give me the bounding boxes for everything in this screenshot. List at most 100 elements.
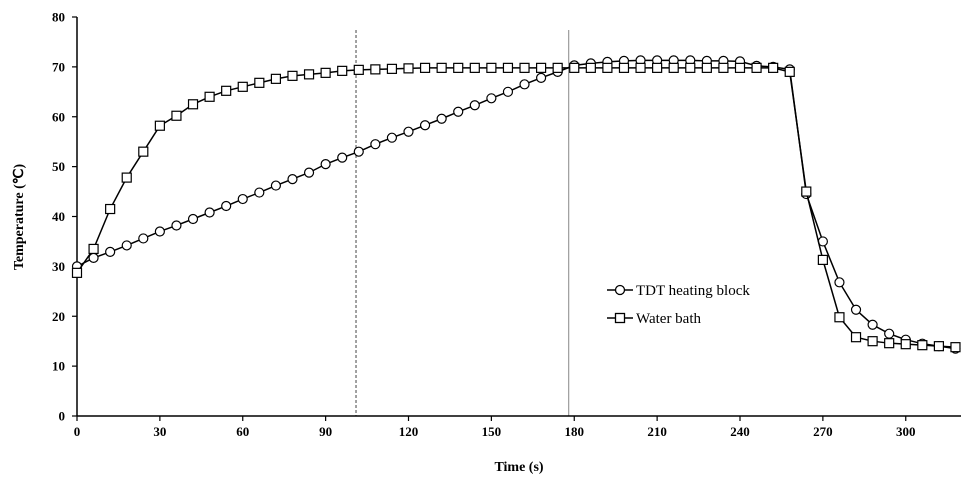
data-point-square <box>685 62 696 73</box>
y-ticks: 0 10 20 30 40 50 60 70 80 <box>52 10 77 424</box>
data-point-square <box>254 77 265 88</box>
data-point-circle <box>303 167 315 178</box>
y-tick-label: 80 <box>52 10 65 25</box>
data-point-circle <box>121 240 132 251</box>
series <box>71 55 961 354</box>
data-point-square <box>105 203 116 215</box>
data-point-square <box>187 99 199 110</box>
data-point-circle <box>154 226 165 237</box>
y-tick-label: 0 <box>59 409 66 424</box>
y-tick-label: 40 <box>52 209 65 224</box>
x-tick-label: 30 <box>153 424 166 439</box>
data-point-square <box>801 186 812 197</box>
data-point-circle <box>187 213 199 225</box>
data-point-square <box>469 62 480 73</box>
data-point-circle <box>138 233 149 244</box>
data-point-square <box>453 62 464 73</box>
x-tick-label: 150 <box>482 424 502 439</box>
data-point-square <box>933 341 945 352</box>
data-point-square <box>850 332 862 343</box>
data-point-square <box>768 62 779 73</box>
data-point-square <box>237 81 248 92</box>
data-point-circle <box>884 328 895 339</box>
data-point-circle <box>486 93 497 104</box>
data-point-circle <box>254 187 265 198</box>
legend-label-tdt-heating-block: TDT heating block <box>636 283 750 299</box>
y-axis-title: Temperature (℃) <box>12 164 27 271</box>
x-tick-label: 270 <box>813 424 833 439</box>
data-point-square <box>486 62 497 73</box>
x-tick-label: 300 <box>896 424 916 439</box>
data-point-circle <box>370 139 381 150</box>
data-point-square <box>718 62 729 73</box>
legend-marker-circle <box>614 284 626 296</box>
data-point-square <box>403 63 414 74</box>
y-tick-label: 20 <box>52 309 65 324</box>
x-tick-label: 210 <box>647 424 667 439</box>
legend-marker-square <box>614 312 626 324</box>
data-point-square <box>950 342 961 353</box>
data-point-circle <box>221 200 232 212</box>
data-point-square <box>154 120 165 131</box>
data-point-square <box>701 62 712 73</box>
data-point-circle <box>320 159 331 170</box>
data-point-square <box>337 65 348 76</box>
series-water-bath <box>71 62 961 353</box>
data-point-circle <box>171 220 182 231</box>
data-point-square <box>635 62 646 73</box>
data-point-square <box>569 62 580 73</box>
legend: TDT heating block Water bath <box>607 283 750 327</box>
data-point-circle <box>287 173 298 185</box>
data-point-circle <box>419 120 431 131</box>
data-point-circle <box>867 319 878 330</box>
data-point-circle <box>453 106 464 117</box>
x-tick-label: 0 <box>74 424 81 439</box>
data-point-square <box>784 66 795 77</box>
y-tick-label: 10 <box>52 359 65 374</box>
data-point-circle <box>403 126 414 137</box>
data-point-square <box>652 62 663 73</box>
data-point-square <box>270 73 281 84</box>
data-point-square <box>867 336 878 347</box>
data-point-square <box>834 312 845 323</box>
reference-lines <box>355 30 570 416</box>
data-point-circle <box>204 207 215 218</box>
y-tick-label: 30 <box>52 259 65 274</box>
data-point-circle <box>353 146 364 157</box>
data-point-square <box>419 62 431 73</box>
x-tick-label: 180 <box>565 424 585 439</box>
data-point-circle <box>436 113 447 124</box>
data-point-circle <box>834 277 845 288</box>
data-point-circle <box>270 180 281 191</box>
data-point-square <box>668 62 679 73</box>
data-point-square <box>602 62 613 73</box>
y-tick-label: 60 <box>52 109 65 124</box>
data-point-circle <box>337 152 348 163</box>
legend-item-water-bath: Water bath <box>607 311 702 327</box>
data-point-square <box>221 85 232 96</box>
data-point-square <box>71 267 83 278</box>
data-point-square <box>519 62 530 73</box>
data-point-square <box>751 62 762 73</box>
data-point-square <box>585 62 596 73</box>
data-point-circle <box>502 86 514 97</box>
x-tick-label: 60 <box>236 424 249 439</box>
data-point-square <box>303 69 315 80</box>
data-point-square <box>138 146 149 157</box>
data-point-square <box>900 339 911 350</box>
data-point-square <box>386 63 398 74</box>
x-ticks: 0 30 60 90 120 150 180 210 240 270 300 <box>74 416 916 439</box>
data-point-square <box>817 254 828 265</box>
data-point-square <box>88 243 99 255</box>
data-point-square <box>353 64 364 75</box>
y-tick-label: 50 <box>52 159 65 174</box>
data-point-square <box>734 62 746 73</box>
legend-label-water-bath: Water bath <box>636 311 702 327</box>
x-tick-label: 120 <box>399 424 419 439</box>
y-tick-label: 70 <box>52 59 65 74</box>
legend-item-tdt-heating-block: TDT heating block <box>607 283 750 299</box>
data-point-square <box>535 62 547 73</box>
data-point-square <box>917 340 928 351</box>
data-point-circle <box>535 72 547 83</box>
